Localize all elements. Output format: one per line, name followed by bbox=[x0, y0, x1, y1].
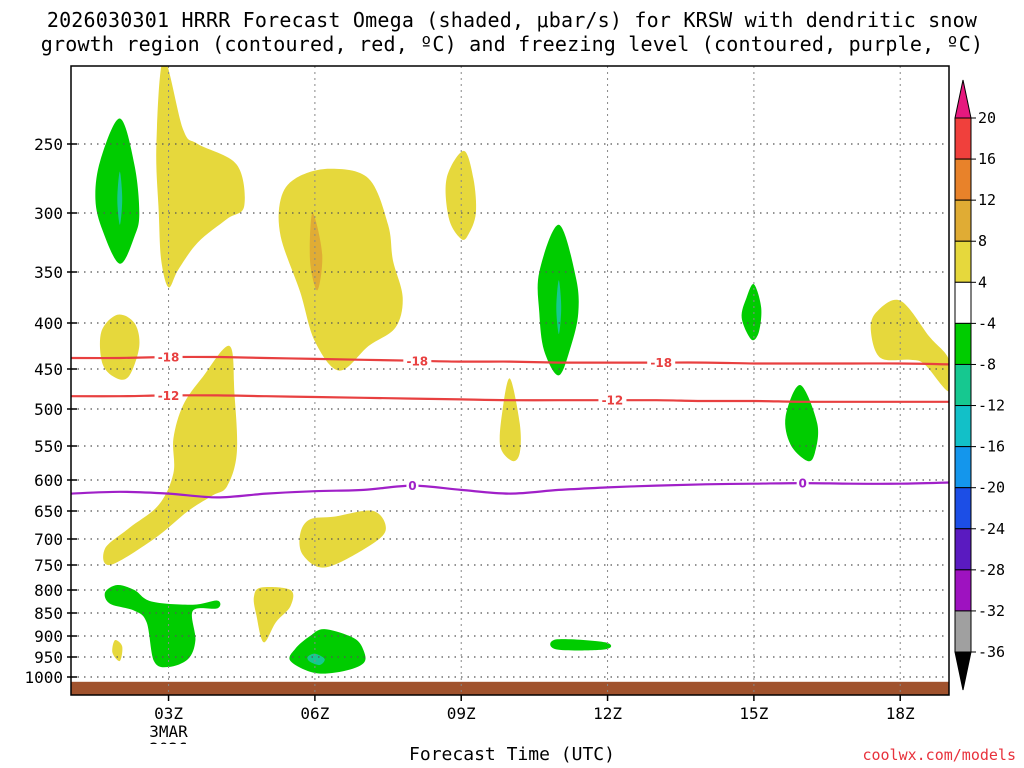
omega-region-yellow-18z-right bbox=[870, 299, 949, 392]
surface-terrain bbox=[71, 681, 949, 695]
omega-region-green-11z-low bbox=[550, 639, 612, 651]
y-tick-label: 900 bbox=[34, 627, 63, 646]
x-tick-label: 06Z bbox=[300, 704, 329, 723]
plot-frame bbox=[70, 65, 950, 696]
y-tick-label: 750 bbox=[34, 556, 63, 575]
omega-region-yellow-10z-sliver bbox=[499, 378, 521, 462]
colorbar-cell bbox=[954, 528, 972, 571]
date-label: 2026 bbox=[149, 739, 188, 744]
omega-region-orange-06z bbox=[309, 212, 323, 291]
contour-label-bg bbox=[154, 388, 183, 403]
y-tick-label: 550 bbox=[34, 437, 63, 456]
y-tick-label: 400 bbox=[34, 314, 63, 333]
contour-layer: -18 -18 -18 -12 -12 0 0 bbox=[70, 350, 950, 499]
colorbar-cell bbox=[954, 610, 972, 653]
colorbar-cell bbox=[954, 405, 972, 448]
y-tick-label: 950 bbox=[34, 648, 63, 667]
y-tick-label: 700 bbox=[34, 530, 63, 549]
colorbar-cell bbox=[954, 569, 972, 612]
y-tick-label: 1000 bbox=[24, 668, 63, 687]
contour-label-dgz-minus12: -12 bbox=[158, 389, 180, 403]
contour-label-dgz-minus18: -18 bbox=[650, 356, 672, 370]
colorbar-cell bbox=[954, 240, 972, 283]
contour-label-bg bbox=[647, 355, 676, 370]
omega-shading-layer bbox=[95, 66, 949, 674]
colorbar-top-arrow bbox=[954, 79, 972, 119]
omega-chart: -18 -18 -18 -12 -12 0 0 250 300 350 400 450 500 550 6… bbox=[24, 65, 1005, 744]
y-tick-label: 350 bbox=[34, 263, 63, 282]
contour-label-freezing-level: 0 bbox=[408, 479, 416, 493]
contour-label-dgz-minus12: -12 bbox=[602, 394, 624, 408]
colorbar-cell bbox=[954, 363, 972, 407]
y-tick-label: 450 bbox=[34, 360, 63, 379]
colorbar-tick-label: -16 bbox=[978, 438, 1005, 456]
colorbar-cell bbox=[954, 199, 972, 242]
colorbar-tick-label: -28 bbox=[978, 561, 1005, 579]
colorbar-cell bbox=[954, 487, 972, 530]
contour-dgz-minus12 bbox=[70, 394, 949, 403]
surface-layer bbox=[71, 681, 949, 695]
colorbar-tick-label: -12 bbox=[978, 397, 1005, 415]
omega-region-yellow-low-tiny bbox=[112, 640, 123, 662]
y-tick-label: 300 bbox=[34, 204, 63, 223]
colorbar-cell bbox=[954, 322, 972, 365]
y-tick-label: 500 bbox=[34, 400, 63, 419]
omega-region-yellow-left-column bbox=[103, 345, 238, 566]
colorbar-tick-label: -36 bbox=[978, 643, 1005, 661]
y-tick-label: 800 bbox=[34, 581, 63, 600]
x-tick-label: 09Z bbox=[447, 704, 476, 723]
colorbar-cell bbox=[954, 446, 972, 489]
contour-label-dgz-minus18: -18 bbox=[158, 351, 180, 365]
colorbar-tick-label: 8 bbox=[978, 232, 987, 250]
omega-region-cyan-11z bbox=[556, 280, 562, 334]
colorbar-cell bbox=[954, 281, 972, 324]
colorbar-bottom-arrow bbox=[954, 651, 972, 691]
omega-region-yellow-left-blob bbox=[99, 314, 140, 380]
contour-label-bg bbox=[406, 478, 419, 493]
omega-region-green-15z-top bbox=[741, 283, 762, 341]
colorbar-tick-label: 4 bbox=[978, 273, 987, 291]
contour-label-bg bbox=[598, 393, 627, 408]
colorbar-tick-label: -24 bbox=[978, 520, 1005, 538]
colorbar-cell bbox=[954, 158, 972, 201]
omega-region-green-low-left bbox=[104, 584, 221, 668]
colorbar-tick-label: -32 bbox=[978, 602, 1005, 620]
credit-link[interactable]: coolwx.com/models bbox=[862, 746, 1016, 764]
omega-region-yellow-06z-low bbox=[299, 510, 386, 568]
contour-label-bg bbox=[796, 476, 809, 491]
colorbar-tick-label: -20 bbox=[978, 479, 1005, 497]
colorbar-tick-label: 12 bbox=[978, 191, 996, 209]
contour-label-freezing-level: 0 bbox=[798, 477, 806, 491]
colorbar: 20 16 12 8 4 -4 -8 -12 -16 -20 -24 -28 -32 -36 bbox=[954, 79, 1005, 691]
contour-dgz-minus18 bbox=[70, 355, 950, 366]
colorbar-tick-label: -4 bbox=[978, 314, 996, 332]
omega-region-green-top-left bbox=[95, 118, 140, 264]
y-tick-label: 250 bbox=[34, 135, 63, 154]
omega-region-green-06z-low bbox=[289, 629, 366, 674]
axes-layer: 250 300 350 400 450 500 550 600 650 700 750 800 850 9… bbox=[24, 65, 950, 744]
date-label: 3MAR bbox=[149, 722, 188, 741]
contour-label-bg bbox=[154, 350, 183, 365]
omega-region-yellow-09z-top bbox=[445, 150, 477, 240]
colorbar-tick-label: -8 bbox=[978, 355, 996, 373]
contour-label-bg bbox=[403, 353, 432, 368]
x-tick-label: 03Z bbox=[154, 704, 183, 723]
colorbar-tick-label: 16 bbox=[978, 150, 996, 168]
y-tick-label: 650 bbox=[34, 502, 63, 521]
colorbar-cell bbox=[954, 117, 972, 160]
omega-region-yellow-tall-left bbox=[156, 66, 245, 288]
x-axis-label: Forecast Time (UTC) bbox=[409, 744, 615, 765]
x-tick-label: 18Z bbox=[886, 704, 915, 723]
y-tick-label: 850 bbox=[34, 604, 63, 623]
contour-label-dgz-minus18: -18 bbox=[406, 354, 428, 368]
y-tick-label: 600 bbox=[34, 471, 63, 490]
x-tick-label: 12Z bbox=[593, 704, 622, 723]
chart-title: 2026030301 HRRR Forecast Omega (shaded, … bbox=[40, 8, 984, 56]
omega-region-green-16z bbox=[785, 384, 819, 462]
omega-region-yellow-05z-low bbox=[253, 586, 294, 643]
x-tick-label: 15Z bbox=[739, 704, 768, 723]
omega-region-yellow-06z-column bbox=[278, 168, 403, 371]
colorbar-tick-label: 20 bbox=[978, 109, 996, 127]
omega-region-cyan-top-left bbox=[117, 171, 123, 225]
